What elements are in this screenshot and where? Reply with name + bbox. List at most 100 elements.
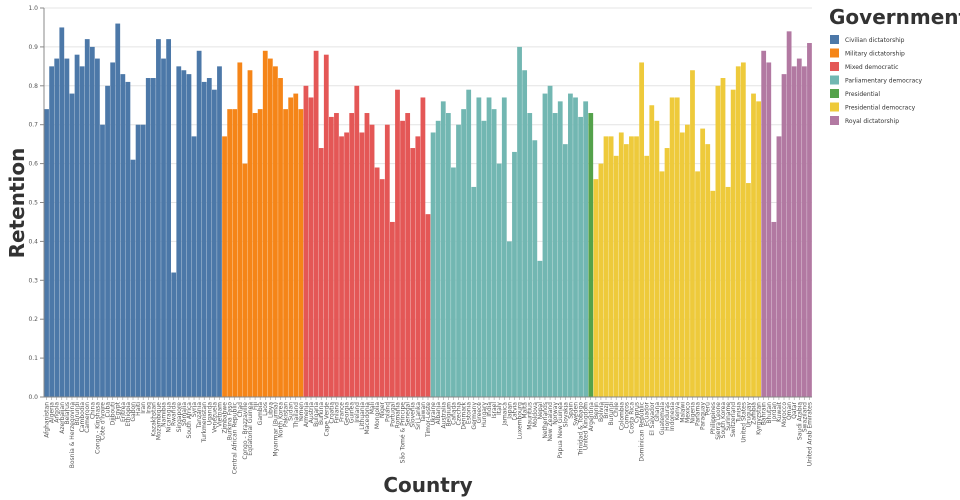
x-tick-label: Brazil [603, 402, 610, 419]
x-tick-label: Colombia [618, 402, 625, 431]
legend-label: Presidential democracy [845, 105, 916, 112]
bar [283, 109, 288, 397]
bar [740, 62, 746, 398]
bar [735, 66, 741, 397]
bar [227, 109, 233, 397]
x-tick-label: Côte d'Ivoire [99, 402, 106, 440]
legend-label: Mixed democratic [845, 64, 898, 71]
x-tick-label: Sierra Leone [715, 402, 722, 440]
bar [237, 62, 243, 398]
bar [54, 58, 60, 397]
x-tick-label: South Africa [186, 402, 193, 439]
x-tick-label: Qatar [791, 401, 798, 418]
x-tick-label: Bolivia [598, 402, 605, 422]
bar [206, 78, 212, 398]
x-tick-label: Belgium [445, 402, 452, 427]
bar [710, 190, 716, 397]
x-tick-label: Cyprus [634, 402, 641, 423]
bar [496, 163, 502, 397]
x-tick-label: Romania [394, 402, 401, 429]
bar [201, 81, 207, 397]
bar [145, 78, 151, 398]
bar [359, 132, 365, 398]
bar [95, 58, 100, 397]
x-tick-label: Paraguay [700, 402, 707, 430]
bar [44, 109, 49, 397]
x-tick-label: Moldova [532, 402, 539, 428]
x-tick-label: Turkmenistan [201, 402, 208, 444]
legend-swatch [830, 48, 839, 58]
legend-title: Government [829, 5, 960, 29]
bar [669, 97, 675, 397]
bar [791, 66, 797, 397]
bar [181, 70, 187, 398]
bar [196, 50, 202, 397]
bar [623, 144, 629, 397]
bar [323, 54, 329, 398]
bar [654, 120, 660, 397]
bar [354, 85, 360, 398]
bar [130, 159, 136, 397]
x-tick-label: Croatia [328, 402, 335, 424]
bar [522, 70, 528, 398]
bar [395, 89, 400, 397]
bar [613, 155, 619, 397]
x-tick-label: Bhutan [766, 402, 773, 424]
bar [79, 66, 85, 397]
bar [273, 66, 278, 397]
bar [425, 214, 431, 397]
bar [684, 124, 690, 397]
bar [461, 109, 466, 397]
bar [242, 163, 248, 397]
x-tick-label: Zimbabwe [222, 402, 229, 434]
bar [562, 144, 568, 397]
bar [156, 39, 161, 398]
bar [629, 136, 634, 397]
bar [786, 31, 792, 398]
x-tick-label: Oman [786, 402, 793, 420]
x-tick-label: Denmark [461, 401, 468, 429]
bar [573, 97, 578, 397]
x-axis: AfghanistanAlgeriaAngolaAzerbaijanBelaru… [44, 396, 813, 474]
x-tick-label: Tanzania [196, 402, 203, 429]
bar [542, 93, 548, 397]
x-tick-label: Papua New Guinea [557, 402, 564, 459]
bar [390, 221, 395, 397]
x-tick-label: South Korea [720, 402, 727, 439]
y-tick-label: 0.7 [28, 122, 38, 129]
bar [120, 74, 126, 397]
x-tick-label: Guinea [349, 402, 356, 424]
bar [751, 93, 756, 397]
x-tick-label: Somalia [181, 402, 188, 426]
x-tick-label: Sudan [288, 402, 295, 421]
bar [405, 113, 411, 397]
bar [720, 78, 726, 398]
x-tick-label: United Kingdom [583, 402, 590, 450]
bar [247, 70, 253, 398]
x-tick-label: Canada [450, 402, 457, 425]
x-tick-label: Latvia [511, 402, 518, 421]
bars-group [44, 23, 812, 398]
x-tick-label: Timor-Leste [425, 402, 432, 438]
bar [679, 132, 685, 398]
bar [547, 85, 553, 398]
legend-label: Royal dictatorship [845, 118, 899, 125]
bar [298, 109, 304, 397]
x-tick-label: Sri Lanka [415, 402, 422, 430]
x-tick-label: Uganda [206, 402, 213, 425]
x-tick-label: Netherlands [542, 402, 549, 439]
x-tick-label: El Salvador [649, 401, 656, 435]
x-tick-label: Costa Rica [628, 402, 635, 434]
x-tick-label: Benin [593, 402, 600, 419]
x-tick-label: Belarus [64, 402, 71, 425]
bar [364, 113, 370, 397]
bar [440, 101, 446, 398]
bar [634, 136, 639, 397]
x-tick-label: Jordan [771, 402, 778, 422]
x-tick-label: Switzerland [730, 402, 737, 437]
x-tick-label: Afghanistan [44, 402, 51, 438]
bar [125, 81, 131, 397]
x-tick-label: Cuba [105, 402, 112, 418]
bar [262, 50, 268, 397]
y-tick-label: 0.1 [28, 355, 38, 362]
